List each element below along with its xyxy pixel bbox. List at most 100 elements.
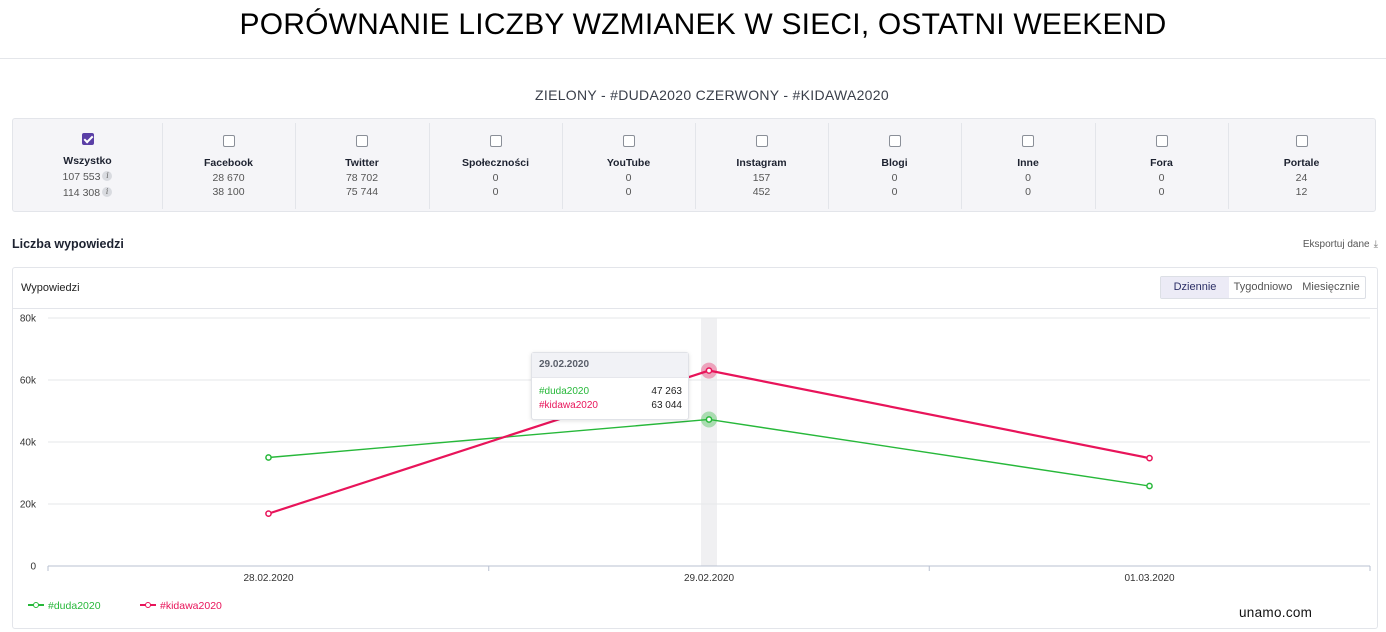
channel-name: Inne	[1017, 157, 1039, 169]
channel-checkbox[interactable]	[755, 135, 768, 147]
tooltip-date: 29.02.2020	[532, 353, 688, 378]
data-point	[1146, 454, 1153, 462]
tooltip-series-value: 63 044	[651, 400, 682, 411]
chart-panel-divider	[13, 308, 1377, 309]
y-tick-label: 80k	[20, 314, 37, 325]
data-point	[1146, 482, 1153, 490]
channel-youtube[interactable]: YouTube 0 0	[562, 119, 695, 211]
channel-checkbox[interactable]	[356, 135, 368, 147]
channel-count-2: 114 308 i	[13, 187, 162, 199]
channel-spo-eczno-ci[interactable]: Społeczności 0 0	[429, 119, 562, 211]
channel-checkbox[interactable]	[1295, 135, 1308, 147]
channel-count-2: 75 744	[345, 186, 379, 198]
channel-count-1: 0	[1158, 172, 1165, 184]
channel-name: YouTube	[606, 157, 651, 169]
channel-count-1: 0	[1025, 172, 1031, 184]
channel-divider	[1228, 123, 1229, 209]
export-data-link[interactable]: Eksportuj dane ⤓	[1303, 239, 1378, 250]
channel-divider	[828, 123, 829, 209]
chart-tooltip: 29.02.2020 #duda2020 47 263 #kidawa2020 …	[531, 352, 689, 420]
info-icon[interactable]: i	[102, 187, 113, 197]
channel-name: Blogi	[881, 157, 908, 169]
period-toggle: Dziennie Tygodniowo Miesięcznie	[1160, 276, 1366, 299]
channel-checkbox[interactable]	[622, 135, 635, 147]
channel-divider	[695, 123, 696, 209]
channel-portale[interactable]: Portale 24 12	[1228, 119, 1375, 211]
tooltip-row-duda: #duda2020 47 263	[539, 386, 682, 397]
data-point	[265, 454, 272, 461]
channel-divider	[961, 123, 962, 209]
data-point	[705, 367, 713, 374]
channel-facebook[interactable]: Facebook 28 670 38 100	[162, 119, 295, 211]
y-tick-label: 20k	[20, 500, 37, 511]
section-title: Liczba wypowiedzi	[12, 237, 124, 251]
channel-count-2: 12	[1295, 186, 1308, 198]
data-point	[705, 416, 713, 423]
channel-checkbox[interactable]	[1155, 135, 1168, 147]
channel-count-2: 452	[752, 186, 771, 198]
channel-inne[interactable]: Inne 0 0	[961, 119, 1095, 211]
tooltip-series-name: #kidawa2020	[539, 400, 598, 411]
y-tick-label: 0	[30, 562, 36, 573]
channel-checkbox[interactable]	[1022, 135, 1034, 147]
page-subtitle: ZIELONY - #DUDA2020 CZERWONY - #KIDAWA20…	[535, 87, 889, 103]
channel-count-2: 0	[891, 186, 898, 198]
info-icon[interactable]: i	[102, 171, 113, 181]
legend-marker-icon	[140, 600, 156, 610]
legend-marker-icon	[28, 600, 44, 610]
period-daily-button[interactable]: Dziennie	[1161, 277, 1229, 298]
download-icon: ⤓	[1373, 239, 1378, 250]
x-tick-label: 01.03.2020	[1124, 573, 1174, 584]
channel-instagram[interactable]: Instagram 157 452	[695, 119, 828, 211]
channel-count-1: 28 670	[212, 172, 245, 184]
channel-count-1: 107 553 i	[13, 171, 162, 183]
channel-blogi[interactable]: Blogi 0 0	[828, 119, 961, 211]
legend-item-kidawa[interactable]: #kidawa2020	[140, 600, 222, 612]
channel-filter-bar: Wszystko 107 553 i 114 308 i Facebook 28 670 38…	[12, 118, 1376, 212]
export-label: Eksportuj dane	[1302, 239, 1370, 250]
watermark: unamo.com	[1239, 605, 1313, 620]
channel-count-1: 0	[492, 172, 499, 184]
period-monthly-button[interactable]: Miesięcznie	[1302, 281, 1360, 293]
channel-checkbox[interactable]	[222, 135, 235, 147]
channel-divider	[162, 123, 163, 209]
tooltip-row-kidawa: #kidawa2020 63 044	[539, 400, 682, 411]
legend-label: #duda2020	[48, 600, 101, 612]
channel-checkbox[interactable]	[81, 133, 94, 145]
x-tick-label: 29.02.2020	[684, 573, 734, 584]
channel-divider	[1095, 123, 1096, 209]
channel-count-1: 0	[891, 172, 898, 184]
channel-checkbox[interactable]	[489, 135, 502, 147]
channel-name: Facebook	[203, 157, 253, 169]
channel-fora[interactable]: Fora 0 0	[1095, 119, 1228, 211]
channel-value: 114 308	[62, 187, 101, 199]
page-title: PORÓWNANIE LICZBY WZMIANEK W SIECI, OSTA…	[239, 8, 1167, 41]
legend-label: #kidawa2020	[160, 600, 222, 612]
channel-name: Portale	[1283, 157, 1320, 169]
channel-count-2: 0	[1158, 186, 1165, 198]
channel-count-1: 157	[752, 172, 771, 184]
y-tick-label: 60k	[20, 376, 37, 387]
channel-count-2: 0	[1025, 186, 1031, 198]
channel-count-1: 78 702	[345, 172, 379, 184]
title-divider	[0, 58, 1386, 59]
channel-divider	[429, 123, 430, 209]
channel-count-2: 0	[625, 186, 632, 198]
channel-count-2: 0	[492, 186, 499, 198]
channel-name: Instagram	[736, 157, 787, 169]
channel-twitter[interactable]: Twitter 78 702 75 744	[295, 119, 429, 211]
data-point	[265, 510, 272, 517]
tooltip-series-name: #duda2020	[539, 386, 590, 397]
legend-item-duda[interactable]: #duda2020	[28, 600, 101, 612]
channel-name: Wszystko	[63, 155, 112, 167]
chart-panel	[12, 267, 1378, 629]
channel-wszystko[interactable]: Wszystko 107 553 i 114 308 i	[13, 119, 162, 211]
channel-value: 107 553	[62, 171, 101, 183]
channel-checkbox[interactable]	[888, 135, 901, 147]
chart-panel-label: Wypowiedzi	[21, 282, 80, 294]
channel-count-1: 0	[625, 172, 632, 184]
y-tick-label: 40k	[20, 438, 37, 449]
period-weekly-button[interactable]: Tygodniowo	[1233, 281, 1293, 293]
channel-divider	[295, 123, 296, 209]
